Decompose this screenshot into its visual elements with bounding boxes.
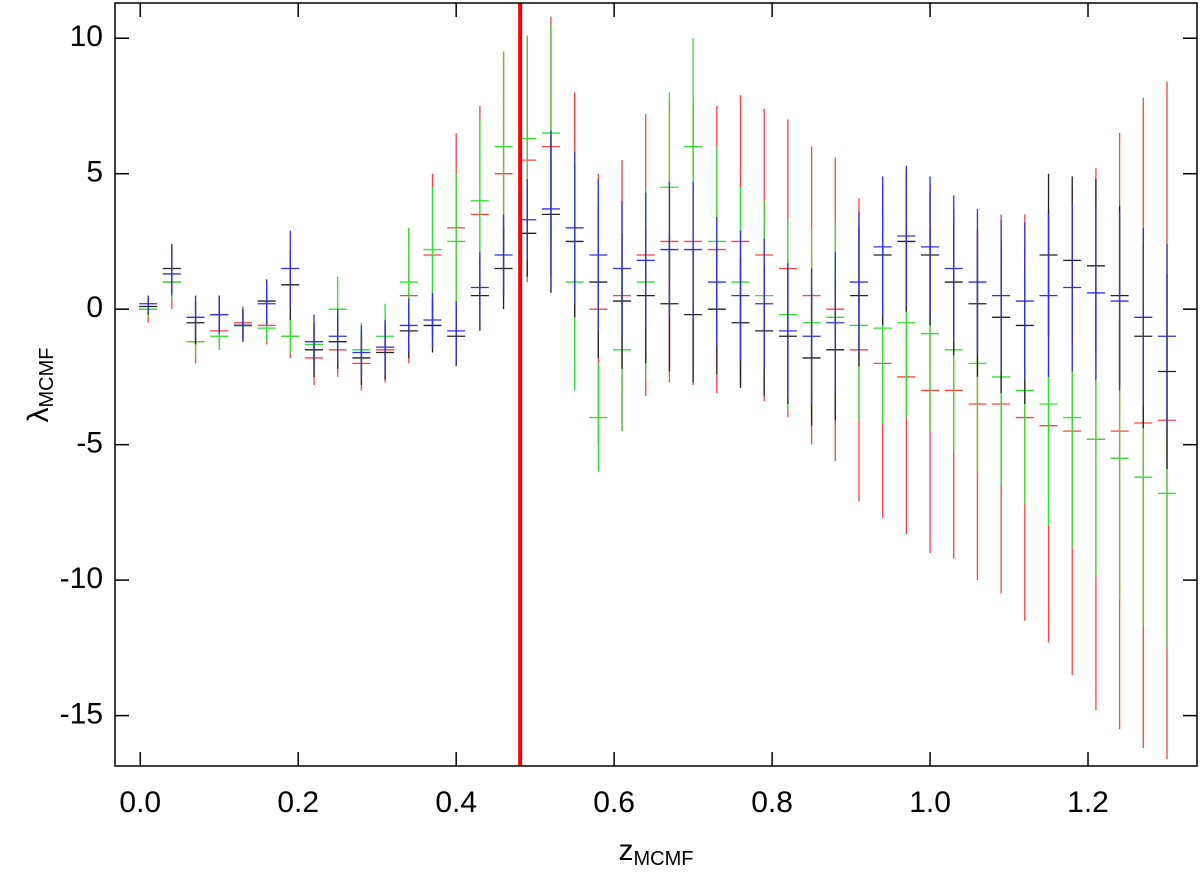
y-tick-label: 0	[86, 291, 103, 324]
error-bar	[921, 176, 940, 318]
x-tick-label: 0.2	[277, 786, 319, 819]
error-bar	[565, 152, 584, 304]
error-bar	[541, 130, 560, 288]
error-bar	[447, 173, 466, 310]
error-bar	[423, 187, 442, 312]
error-bar	[281, 230, 300, 307]
error-bar	[589, 179, 608, 331]
x-tick-label: 0.0	[119, 786, 161, 819]
error-bar	[613, 200, 632, 337]
error-bar	[328, 309, 347, 364]
error-bar	[352, 325, 371, 380]
error-bar	[305, 314, 324, 369]
error-bar	[376, 320, 395, 375]
error-bar	[494, 51, 513, 242]
error-bar	[1157, 244, 1176, 429]
error-bar	[944, 195, 963, 342]
error-bar	[897, 165, 916, 307]
error-bar	[802, 268, 821, 405]
x-tick-label: 1.0	[909, 786, 951, 819]
error-bar	[849, 211, 868, 353]
error-bar	[755, 238, 774, 369]
x-tick-label: 0.6	[593, 786, 635, 819]
error-bar	[423, 292, 442, 348]
error-bar	[257, 282, 276, 326]
error-bar	[873, 176, 892, 318]
error-bar	[589, 363, 608, 472]
y-label-main: λ	[22, 407, 55, 422]
error-bar	[281, 320, 300, 353]
y-tick-label: -15	[60, 698, 103, 731]
error-bar	[162, 252, 181, 296]
error-bar	[778, 263, 797, 399]
x-label-main: z	[619, 834, 634, 867]
y-tick-label: 10	[70, 20, 103, 53]
error-bar	[1063, 203, 1082, 372]
error-bar	[447, 301, 466, 361]
error-bar	[636, 192, 655, 329]
error-bar	[1134, 227, 1153, 407]
error-bar	[1039, 214, 1058, 377]
error-bar	[470, 252, 489, 323]
error-bar	[186, 295, 205, 339]
x-tick-label: 1.2	[1067, 786, 1109, 819]
plot-frame	[114, 2, 1198, 767]
error-bar	[399, 298, 418, 353]
error-bar	[233, 309, 252, 342]
y-tick-label: -5	[76, 427, 103, 460]
error-bar	[826, 252, 845, 394]
error-bar	[1086, 206, 1105, 380]
error-bar	[660, 181, 679, 318]
y-axis-label: λMCMF	[22, 348, 58, 423]
x-axis-label: zMCMF	[619, 834, 694, 870]
error-bar	[684, 181, 703, 318]
x-label-sub: MCMF	[634, 848, 694, 870]
error-bar	[992, 219, 1011, 372]
error-bar	[1110, 211, 1129, 391]
y-tick-label: 5	[86, 156, 103, 189]
y-tick-label: -10	[60, 562, 103, 595]
error-bar	[1015, 222, 1034, 380]
error-bar	[494, 214, 513, 296]
error-bar	[731, 230, 750, 361]
y-label-sub: MCMF	[36, 348, 58, 408]
x-tick-label: 0.4	[435, 786, 477, 819]
error-bar	[210, 295, 229, 334]
error-bar	[707, 217, 726, 348]
x-tick-label: 0.8	[751, 786, 793, 819]
error-bar	[139, 295, 158, 312]
error-bar	[968, 208, 987, 356]
